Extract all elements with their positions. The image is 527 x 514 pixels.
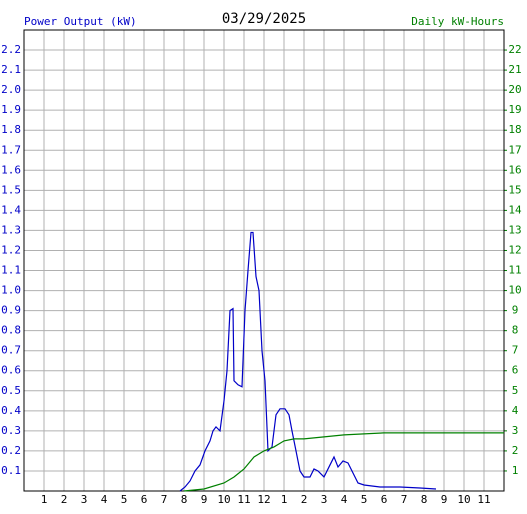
x-tick-label: 2 [61, 493, 68, 506]
y-tick-label: 1.4 [1, 203, 21, 216]
x-tick-label: 1 [281, 493, 288, 506]
y-tick-label: 1.5 [1, 183, 21, 196]
x-tick-label: 7 [401, 493, 408, 506]
x-tick-label: 9 [441, 493, 448, 506]
y-tick-label: 0.8 [1, 324, 21, 337]
x-tick-label: 5 [361, 493, 368, 506]
y2-tick-label: 9 [512, 304, 519, 317]
y-tick-label: 1.9 [1, 103, 21, 116]
x-tick-label: 4 [341, 493, 348, 506]
x-tick-label: 11 [477, 493, 490, 506]
y-tick-label: 0.2 [1, 444, 21, 457]
y2-axis-label: Daily kW-Hours [411, 15, 504, 28]
y-tick-label: 1.7 [1, 143, 21, 156]
y2-tick-label: 18 [508, 123, 521, 136]
y-axis-label: Power Output (kW) [24, 15, 137, 28]
y-tick-label: 1.3 [1, 223, 21, 236]
y2-tick-label: 4 [512, 404, 519, 417]
y2-tick-label: 15 [508, 183, 521, 196]
y-tick-label: 0.5 [1, 384, 21, 397]
y2-tick-label: 5 [512, 384, 519, 397]
x-tick-label: 2 [301, 493, 308, 506]
y-tick-label: 1.0 [1, 284, 21, 297]
y-tick-label: 2.0 [1, 83, 21, 96]
y-tick-label: 1.6 [1, 163, 21, 176]
y-tick-label: 0.6 [1, 364, 21, 377]
y2-tick-label: 13 [508, 223, 521, 236]
x-tick-label: 10 [217, 493, 230, 506]
y-tick-label: 0.1 [1, 464, 21, 477]
x-tick-label: 3 [321, 493, 328, 506]
y2-tick-label: 12 [508, 243, 521, 256]
y2-tick-label: 7 [512, 344, 519, 357]
x-tick-label: 8 [181, 493, 188, 506]
series-line [179, 231, 437, 492]
y2-tick-label: 6 [512, 364, 519, 377]
y2-tick-label: 11 [508, 264, 521, 277]
y2-tick-label: 19 [508, 103, 521, 116]
x-tick-label: 5 [121, 493, 128, 506]
x-tick-label: 7 [161, 493, 168, 506]
y-tick-label: 0.7 [1, 344, 21, 357]
x-tick-label: 9 [201, 493, 208, 506]
x-tick-label: 1 [41, 493, 48, 506]
y-tick-label: 1.8 [1, 123, 21, 136]
y2-tick-label: 21 [508, 63, 521, 76]
y2-tick-label: 14 [508, 203, 522, 216]
x-tick-label: 6 [381, 493, 388, 506]
y-tick-label: 2.2 [1, 43, 21, 56]
y2-tick-label: 10 [508, 284, 521, 297]
x-tick-label: 12 [257, 493, 270, 506]
y-tick-label: 2.1 [1, 63, 21, 76]
y2-tick-label: 1 [512, 464, 519, 477]
y2-tick-label: 16 [508, 163, 521, 176]
y2-tick-label: 3 [512, 424, 519, 437]
y-tick-label: 0.9 [1, 304, 21, 317]
y-tick-label: 0.3 [1, 424, 21, 437]
chart-title: 03/29/2025 [222, 11, 306, 27]
y2-tick-label: 17 [508, 143, 521, 156]
series-line [183, 432, 504, 492]
x-tick-label: 8 [421, 493, 428, 506]
x-tick-label: 10 [457, 493, 470, 506]
x-tick-label: 11 [237, 493, 250, 506]
plot-border [23, 29, 505, 492]
y2-tick-label: 20 [508, 83, 521, 96]
y2-tick-label: 22 [508, 43, 521, 56]
x-tick-label: 6 [141, 493, 148, 506]
x-tick-label: 3 [81, 493, 88, 506]
y2-tick-label: 8 [512, 324, 519, 337]
x-tick-label: 4 [101, 493, 108, 506]
y2-tick-label: 2 [512, 444, 519, 457]
y-tick-label: 0.4 [1, 404, 21, 417]
y-tick-label: 1.2 [1, 243, 21, 256]
y-tick-label: 1.1 [1, 264, 21, 277]
